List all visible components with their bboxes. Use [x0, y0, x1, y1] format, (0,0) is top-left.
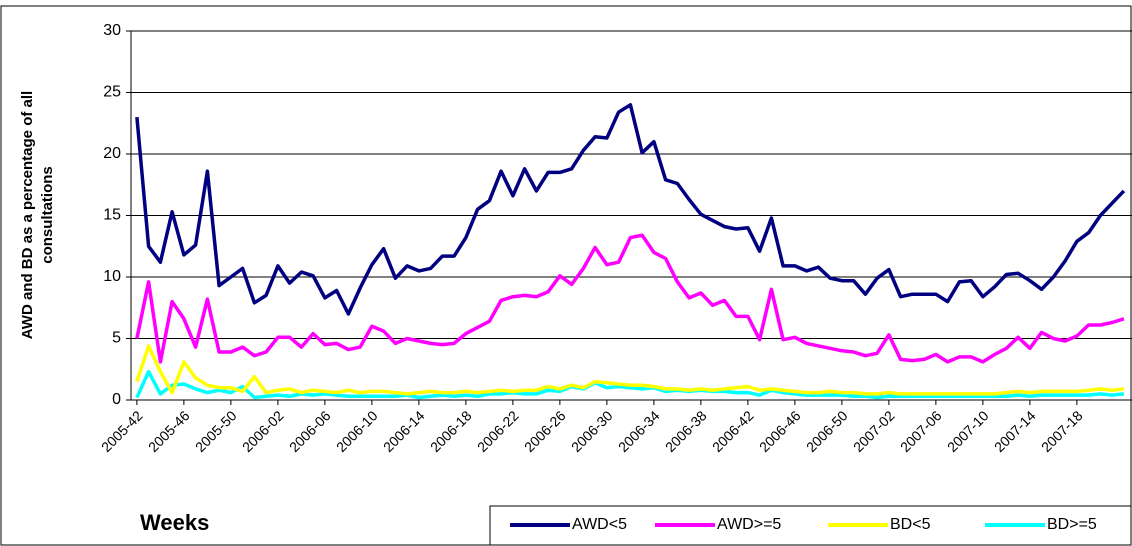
x-tick-label: 2005-42	[98, 407, 146, 455]
x-tick-label: 2006-30	[568, 407, 616, 455]
x-tick-label: 2006-26	[521, 407, 569, 455]
y-tick-label: 20	[103, 145, 121, 162]
x-tick-label: 2006-18	[427, 407, 475, 455]
x-tick-label: 2006-34	[615, 407, 663, 455]
x-tick-label: 2006-02	[239, 407, 287, 455]
series-line	[135, 344, 1125, 396]
x-tick-label: 2005-46	[145, 407, 193, 455]
x-tick-label: 2007-06	[897, 407, 945, 455]
x-tick-label: 2005-50	[192, 407, 240, 455]
y-tick-label: 30	[103, 22, 121, 39]
x-tick-label: 2007-10	[944, 407, 992, 455]
x-tick-label: 2007-02	[850, 407, 898, 455]
y-tick-label: 0	[112, 391, 121, 408]
legend-label: AWD<5	[572, 516, 627, 533]
legend-label: BD>=5	[1047, 516, 1097, 533]
x-tick-label: 2006-38	[662, 407, 710, 455]
y-axis-label: consultations	[39, 166, 56, 264]
y-axis-label: AWD and BD as a percentage of all	[19, 91, 36, 339]
series-line	[135, 103, 1126, 316]
legend-label: AWD>=5	[717, 516, 781, 533]
y-tick-label: 10	[103, 268, 121, 285]
x-tick-label: 2006-06	[286, 407, 334, 455]
x-tick-label: 2006-22	[474, 407, 522, 455]
y-tick-label: 5	[112, 330, 121, 347]
x-tick-label: 2006-14	[380, 407, 428, 455]
x-tick-label: 2006-10	[333, 407, 381, 455]
x-axis-label: Weeks	[140, 510, 209, 535]
y-tick-label: 25	[103, 84, 121, 101]
x-tick-label: 2006-46	[756, 407, 804, 455]
x-tick-label: 2007-14	[991, 407, 1039, 455]
x-tick-label: 2007-18	[1038, 407, 1086, 455]
x-tick-label: 2006-42	[709, 407, 757, 455]
legend-label: BD<5	[890, 516, 931, 533]
y-tick-label: 15	[103, 207, 121, 224]
chart-frame	[0, 5, 1132, 546]
x-tick-label: 2006-50	[803, 407, 851, 455]
series-line	[135, 233, 1125, 364]
